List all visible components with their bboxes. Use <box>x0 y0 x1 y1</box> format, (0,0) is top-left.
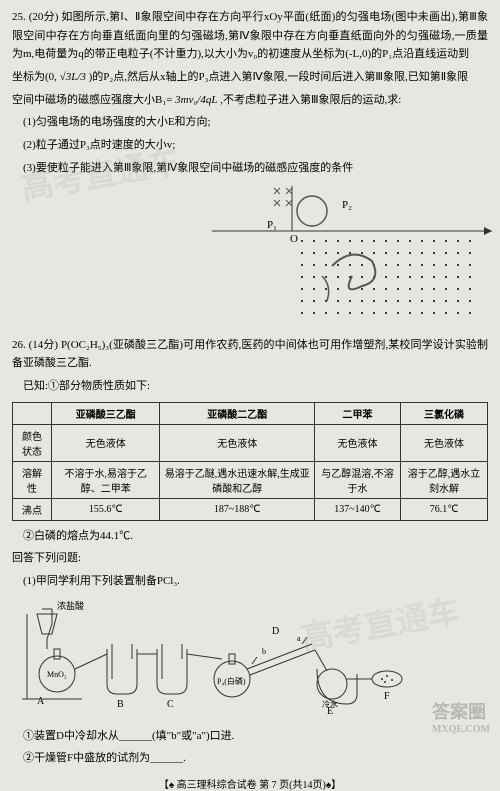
th-3: 二甲苯 <box>314 402 400 424</box>
table-header-row: 亚磷酸三乙酯 亚磷酸二乙酯 二甲苯 三氯化磷 <box>13 402 488 424</box>
td: 187~188℃ <box>160 498 314 520</box>
td: 与乙醇混溶,不溶于水 <box>314 461 400 498</box>
q25-text1: 如图所示,第Ⅰ、Ⅱ象限空间中存在方向平行xOy平面(纸面)的匀强电场(图中未画出… <box>12 11 488 60</box>
q25-text2b: )的P₂点,然后从x轴上的P₃点进入第Ⅳ象限,一段时间后进入第Ⅲ象限,已知第Ⅱ象… <box>89 71 468 83</box>
td: 无色液体 <box>314 424 400 461</box>
svg-text:MnO₂: MnO₂ <box>47 670 67 679</box>
svg-text:C: C <box>167 699 174 710</box>
svg-text:b: b <box>262 647 266 656</box>
p1-label: P₁ <box>267 219 277 231</box>
td: 无色液体 <box>51 424 160 461</box>
chemistry-apparatus-svg: 浓盐酸 MnO₂ A B C P₄(白磷) <box>12 599 412 719</box>
q25-sub3: (3)要使粒子能进入第Ⅲ象限,第Ⅳ象限空间中磁场的磁感应强度的条件 <box>12 159 488 178</box>
td: 137~140℃ <box>314 498 400 520</box>
q25-formula2: 3mv₀/4qL <box>175 94 217 106</box>
q25-diagram: P₁ O P₂ <box>12 186 488 326</box>
site-name: 答案圈 <box>432 702 486 722</box>
page-footer: 【♠ 高三理科综合试卷 第 7 页(共14页)♠】 <box>12 776 488 791</box>
svg-text:冷水: 冷水 <box>322 699 338 709</box>
p2-label: P₂ <box>342 199 352 211</box>
td: 沸点 <box>13 498 52 520</box>
svg-text:F: F <box>384 691 390 702</box>
q25-stem-1: 25. (20分) 如图所示,第Ⅰ、Ⅱ象限空间中存在方向平行xOy平面(纸面)的… <box>12 8 488 64</box>
q25-stem-3: 空间中磁场的磁感应强度大小B₁= 3mv₀/4qL ,不考虑粒子进入第Ⅲ象限后的… <box>12 91 488 110</box>
td: 76.1℃ <box>401 498 488 520</box>
q26-number: 26. <box>12 339 26 351</box>
physics-diagram: P₁ O P₂ <box>12 186 492 326</box>
properties-table: 亚磷酸三乙酯 亚磷酸二乙酯 二甲苯 三氯化磷 颜色状态 无色液体 无色液体 无色… <box>12 402 488 521</box>
svg-text:浓盐酸: 浓盐酸 <box>57 600 84 611</box>
q26-known-label: 已知:①部分物质性质如下: <box>12 377 488 396</box>
q26-points: (14分) <box>29 339 59 351</box>
q25-text3b: ,不考虑粒子进入第Ⅲ象限后的运动,求: <box>220 94 401 106</box>
td: 155.6℃ <box>51 498 160 520</box>
svg-text:D: D <box>272 626 279 637</box>
th-1: 亚磷酸三乙酯 <box>51 402 160 424</box>
q25-formula1: √3L/3 <box>60 71 86 83</box>
q26-text1: P(OC₂H₅)₃(亚磷酸三乙酯)可用作农药,医药的中间体也可用作增塑剂,某校同… <box>12 339 488 370</box>
handwriting-scribble <box>332 254 375 289</box>
q26-fill1: ①装置D中冷却水从______(填"b"或"a")口进. <box>12 727 488 746</box>
th-blank <box>13 402 52 424</box>
apparatus-diagram: 浓盐酸 MnO₂ A B C P₄(白磷) <box>12 599 488 719</box>
td: 溶解性 <box>13 461 52 498</box>
q25-stem-2: 坐标为(0, √3L/3 )的P₂点,然后从x轴上的P₃点进入第Ⅳ象限,一段时间… <box>12 68 488 87</box>
td: 不溶于水,易溶于乙醇、二甲苯 <box>51 461 160 498</box>
svg-text:P₄(白磷): P₄(白磷) <box>217 676 246 686</box>
table-row: 溶解性 不溶于水,易溶于乙醇、二甲苯 易溶于乙醚,遇水迅速水解,生成亚磷酸和乙醇… <box>13 461 488 498</box>
q26-sub1: (1)甲同学利用下列装置制备PCl₃. <box>12 572 488 591</box>
svg-text:B: B <box>117 699 124 710</box>
q25-sub2: (2)粒子通过P₃点时速度的大小v; <box>12 136 488 155</box>
td: 无色液体 <box>160 424 314 461</box>
o-label: O <box>290 233 298 245</box>
question-25: 25. (20分) 如图所示,第Ⅰ、Ⅱ象限空间中存在方向平行xOy平面(纸面)的… <box>12 8 488 178</box>
q25-text3: 空间中磁场的磁感应强度大小B₁= <box>12 94 172 106</box>
td: 颜色状态 <box>13 424 52 461</box>
td: 无色液体 <box>401 424 488 461</box>
q26-known2: ②白磷的熔点为44.1℃. <box>12 527 488 546</box>
svg-text:A: A <box>37 696 45 707</box>
q25-sub1: (1)匀强电场的电场强度的大小E和方向; <box>12 113 488 132</box>
magnetic-field-x <box>274 188 292 206</box>
trajectory-circle <box>297 196 327 226</box>
magnetic-field-dots <box>301 240 471 314</box>
q25-number: 25. <box>12 11 26 23</box>
svg-text:a: a <box>297 634 301 643</box>
td: 溶于乙醇,遇水立刻水解 <box>401 461 488 498</box>
th-4: 三氯化磷 <box>401 402 488 424</box>
table-row: 沸点 155.6℃ 187~188℃ 137~140℃ 76.1℃ <box>13 498 488 520</box>
th-2: 亚磷酸二乙酯 <box>160 402 314 424</box>
q26-stem: 26. (14分) P(OC₂H₅)₃(亚磷酸三乙酯)可用作农药,医药的中间体也… <box>12 336 488 373</box>
site-watermark: 答案圈 MXQE.COM <box>432 698 490 735</box>
q25-points: (20分) <box>29 11 59 23</box>
question-26: 26. (14分) P(OC₂H₅)₃(亚磷酸三乙酯)可用作农药,医药的中间体也… <box>12 336 488 769</box>
q26-answer-label: 回答下列问题: <box>12 549 488 568</box>
table-row: 颜色状态 无色液体 无色液体 无色液体 无色液体 <box>13 424 488 461</box>
q25-text2: 坐标为(0, <box>12 71 57 83</box>
td: 易溶于乙醚,遇水迅速水解,生成亚磷酸和乙醇 <box>160 461 314 498</box>
site-url: MXQE.COM <box>432 724 490 735</box>
q26-fill2: ②干燥管F中盛放的试剂为______. <box>12 749 488 768</box>
